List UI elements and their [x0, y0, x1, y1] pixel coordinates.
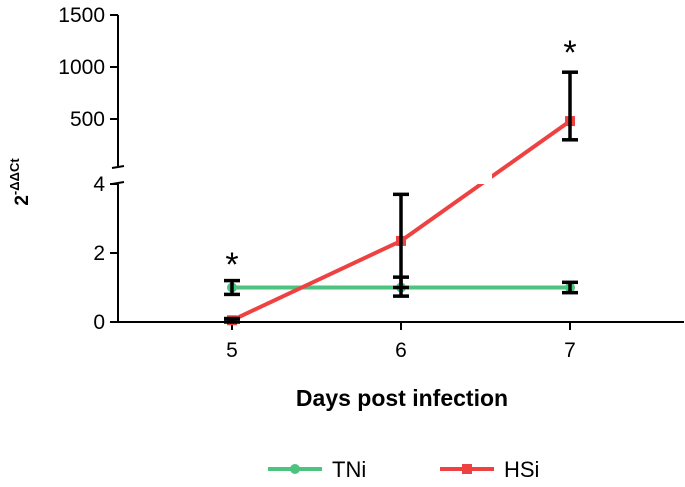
y-tick-label: 2	[93, 242, 105, 265]
annotation-layer: **	[225, 34, 576, 284]
y-tick-label: 1000	[58, 56, 105, 79]
y-axis-label: 2-ΔΔCt	[7, 158, 33, 206]
significance-marker: *	[563, 34, 576, 72]
x-tick-label: 7	[564, 339, 576, 362]
y-tick-label: 0	[93, 311, 105, 334]
y-tick-label: 500	[70, 108, 105, 131]
legend-marker-hsi	[462, 464, 472, 474]
y-axis-label-base: 2	[12, 195, 33, 206]
x-tick-label: 5	[226, 339, 238, 362]
x-tick-label: 6	[395, 339, 407, 362]
x-axis-label: Days post infection	[296, 385, 508, 411]
y-axis-label-exponent: -ΔΔCt	[7, 158, 22, 195]
legend-marker-tni	[290, 464, 300, 474]
legend-label-hsi: HSi	[504, 457, 539, 482]
line-break-gap	[478, 168, 492, 184]
legend-label-tni: TNi	[332, 457, 366, 482]
legend: TNi HSi	[268, 457, 539, 482]
y-tick-label: 1500	[58, 4, 105, 27]
y-axis-break-mark	[111, 165, 125, 169]
axes: 0 2 4 500 1000 1500 5 6 7	[58, 4, 684, 362]
y-tick-label: 4	[93, 173, 105, 196]
errorbar-layer	[224, 70, 578, 324]
significance-marker: *	[225, 246, 238, 284]
